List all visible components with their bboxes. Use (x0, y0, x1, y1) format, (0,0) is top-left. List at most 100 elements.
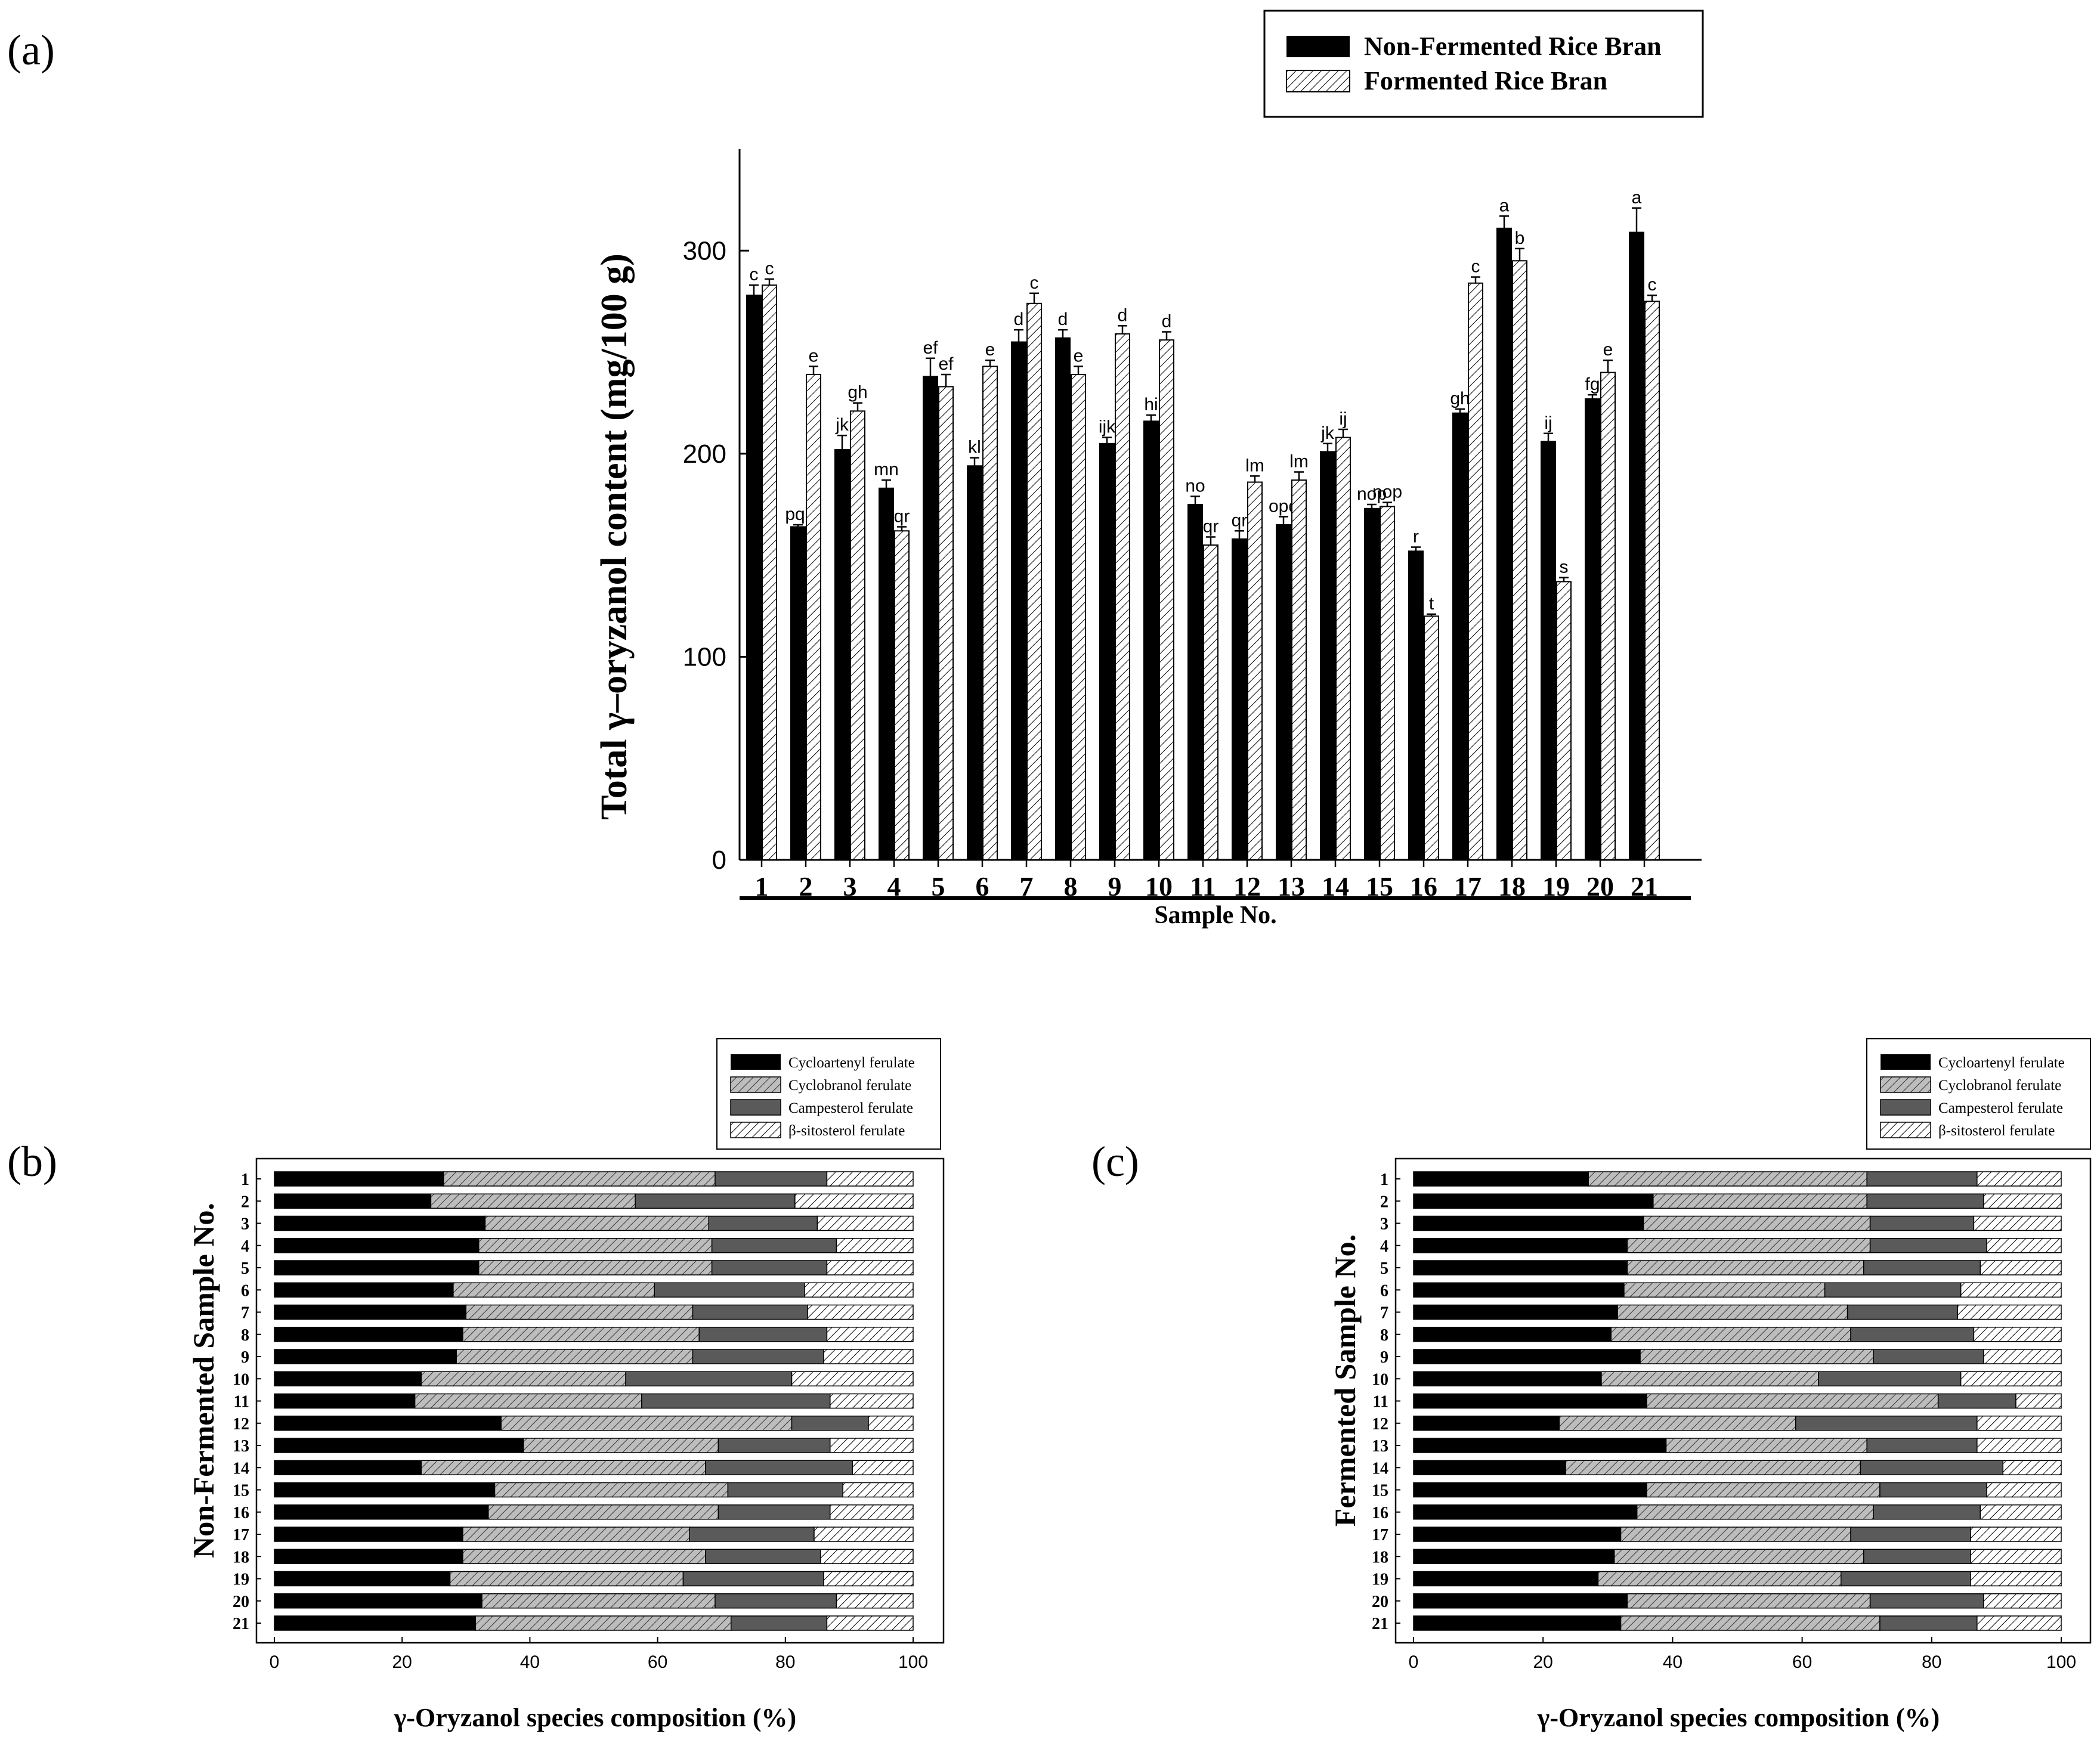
bar-b-sample-11-series-0 (274, 1393, 416, 1409)
sig-letter-fermented-21: c (1648, 275, 1657, 295)
sig-letter-fermented-10: d (1162, 312, 1172, 332)
bar-c-sample-15-series-0 (1413, 1482, 1647, 1498)
bar-b-sample-8-series-0 (274, 1327, 463, 1342)
bar-b-sample-9-series-0 (274, 1349, 457, 1364)
bar-c-sample-18-series-2 (1863, 1549, 1971, 1564)
bar-c-sample-15-series-1 (1646, 1482, 1881, 1498)
chart-b-y-tick-label-6: 6 (241, 1281, 249, 1300)
bar-fermented-5 (938, 386, 954, 860)
bar-b-sample-13-series-1 (522, 1438, 719, 1453)
bar-fermented-12 (1247, 481, 1263, 860)
bar-b-sample-1-series-2 (715, 1171, 828, 1187)
chart-a-x-tick-label-2: 2 (799, 871, 813, 902)
bar-non-fermented-5 (923, 376, 938, 860)
chart-a-x-tick-label-14: 14 (1322, 871, 1349, 902)
chart-b-y-tick-label-11: 11 (234, 1393, 249, 1411)
bar-fermented-8 (1071, 374, 1086, 860)
bar-c-sample-6-series-1 (1623, 1282, 1826, 1298)
bar-non-fermented-11 (1187, 504, 1203, 860)
chart-a-x-tick-label-19: 19 (1542, 871, 1570, 902)
bar-b-sample-6-series-0 (274, 1282, 454, 1298)
bar-b-sample-14-series-2 (705, 1460, 853, 1475)
bar-b-sample-10-series-1 (420, 1371, 626, 1386)
bar-c-sample-14-series-0 (1413, 1460, 1566, 1475)
sig-letter-fermented-14: ij (1339, 409, 1347, 429)
bar-c-sample-1-series-0 (1413, 1171, 1589, 1187)
bar-b-sample-20-series-1 (481, 1593, 716, 1609)
bar-c-sample-6-series-3 (1960, 1282, 2062, 1298)
bar-b-sample-17-series-3 (814, 1527, 914, 1542)
chart-c-x-tick-label: 100 (2046, 1652, 2076, 1672)
bar-c-sample-10-series-1 (1601, 1371, 1819, 1386)
bar-fermented-17 (1468, 282, 1483, 860)
chart-b-y-tick-label-5: 5 (241, 1259, 249, 1278)
bar-c-sample-2-series-2 (1866, 1193, 1984, 1209)
chart-b-legend-label-cycloartenyl: Cycloartenyl ferulate (788, 1055, 915, 1071)
bar-c-sample-14-series-1 (1565, 1460, 1861, 1475)
chart-c-y-tick-label-5: 5 (1380, 1259, 1388, 1278)
bar-c-sample-17-series-2 (1850, 1527, 1971, 1542)
bar-c-sample-8-series-0 (1413, 1327, 1612, 1342)
chart-b-y-tick-label-15: 15 (233, 1482, 249, 1500)
chart-b-y-tick-label-4: 4 (241, 1237, 249, 1256)
bar-c-sample-13-series-1 (1665, 1438, 1867, 1453)
bar-non-fermented-13 (1276, 524, 1291, 860)
chart-a-x-tick-label-5: 5 (932, 871, 945, 902)
bar-b-sample-16-series-2 (717, 1504, 831, 1520)
bar-b-sample-8-series-1 (462, 1327, 700, 1342)
bar-b-sample-8-series-2 (698, 1327, 828, 1342)
bar-b-sample-13-series-3 (830, 1438, 914, 1453)
chart-c-legend-label-campesterol: Campesterol ferulate (1938, 1100, 2063, 1116)
bar-non-fermented-12 (1232, 538, 1247, 860)
bar-b-sample-9-series-1 (456, 1349, 694, 1364)
chart-a-x-tick-label-4: 4 (887, 871, 901, 902)
bar-b-sample-9-series-2 (692, 1349, 824, 1364)
bar-b-sample-17-series-0 (274, 1527, 463, 1542)
chart-c-y-tick-label-7: 7 (1380, 1304, 1388, 1323)
bar-b-sample-10-series-0 (274, 1371, 422, 1386)
bar-fermented-3 (850, 410, 865, 860)
chart-b-legend: Cycloartenyl ferulate Cyclobranol ferula… (716, 1038, 941, 1150)
chart-c-y-tick-label-2: 2 (1380, 1193, 1388, 1211)
bar-c-sample-13-series-2 (1866, 1438, 1978, 1453)
chart-b-legend-swatch-sitosterol (730, 1122, 781, 1138)
bar-c-sample-16-series-3 (1980, 1504, 2062, 1520)
bar-c-sample-10-series-2 (1818, 1371, 1962, 1386)
bar-b-sample-4-series-0 (274, 1238, 480, 1253)
chart-c-legend-swatch-sitosterol (1880, 1122, 1931, 1138)
sig-letter-non-fermented-11: no (1185, 476, 1205, 496)
bar-b-sample-5-series-0 (274, 1260, 480, 1275)
bar-c-sample-12-series-0 (1413, 1416, 1560, 1431)
bar-c-sample-4-series-2 (1869, 1238, 1987, 1253)
bar-b-sample-12-series-1 (500, 1416, 793, 1431)
chart-a-x-tick-label-8: 8 (1064, 871, 1078, 902)
chart-a-x-tick-label-9: 9 (1108, 871, 1122, 902)
bar-b-sample-2-series-3 (794, 1193, 914, 1209)
bar-c-sample-15-series-3 (1986, 1482, 2062, 1498)
bar-b-sample-15-series-1 (494, 1482, 729, 1498)
bar-non-fermented-8 (1055, 337, 1071, 860)
chart-a-x-tick-label-11: 11 (1190, 871, 1216, 902)
chart-c-x-tick-label: 0 (1409, 1652, 1419, 1672)
bar-non-fermented-16 (1408, 550, 1424, 860)
chart-c-x-tick-label: 40 (1663, 1652, 1683, 1672)
chart-c-y-tick-label-21: 21 (1372, 1615, 1388, 1633)
sig-letter-fermented-1: c (765, 259, 774, 278)
chart-b-y-tick-label-17: 17 (233, 1526, 249, 1544)
chart-a-x-tick-label-12: 12 (1233, 871, 1261, 902)
bar-fermented-11 (1203, 544, 1218, 860)
chart-c-y-axis-title: Fermented Sample No. (1328, 1234, 1362, 1527)
chart-b-legend-swatch-cycloartenyl (731, 1054, 781, 1070)
bar-c-sample-21-series-0 (1413, 1615, 1622, 1631)
chart-c-y-tick-label-13: 13 (1372, 1437, 1388, 1456)
chart-a-x-tick-label-17: 17 (1454, 871, 1482, 902)
chart-a-y-axis-title: Total γ–oryzanol content (mg/100 g) (594, 253, 635, 820)
bar-c-sample-3-series-1 (1643, 1215, 1871, 1231)
bar-non-fermented-19 (1541, 441, 1556, 860)
bar-b-sample-19-series-3 (823, 1571, 914, 1587)
sig-letter-fermented-15: nop (1372, 482, 1402, 502)
bar-b-sample-20-series-0 (274, 1593, 483, 1609)
bar-c-sample-21-series-3 (1977, 1615, 2062, 1631)
bar-fermented-21 (1644, 301, 1660, 860)
chart-b-x-axis-title: γ-Oryzanol species composition (%) (394, 1703, 796, 1732)
